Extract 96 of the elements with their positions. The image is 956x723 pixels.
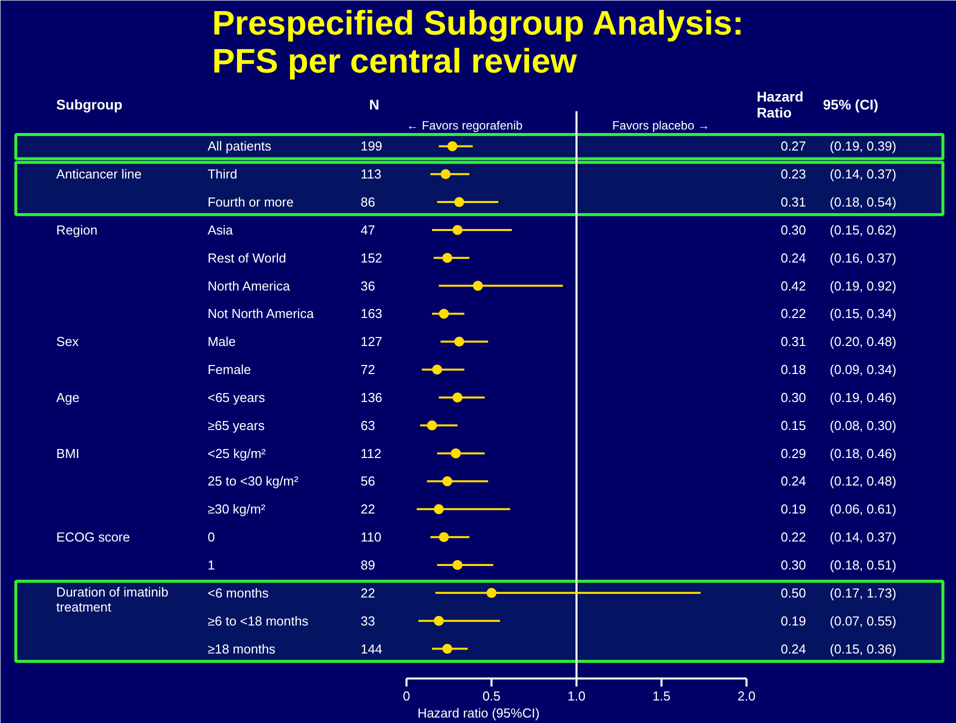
y-tick-label: Not North America bbox=[208, 306, 315, 322]
text: 0.50 bbox=[780, 585, 806, 600]
text: 72 bbox=[360, 362, 376, 378]
y-tick-label: ≥18 months bbox=[208, 641, 276, 656]
text: 113 bbox=[360, 166, 382, 182]
y-tick-label: Asia bbox=[208, 222, 234, 238]
y-tick-label: <25 kg/m² bbox=[208, 446, 266, 461]
text: 110 bbox=[360, 530, 382, 545]
text: 0.27 bbox=[780, 138, 806, 154]
text: 127 bbox=[360, 334, 382, 350]
text: 136 bbox=[360, 390, 382, 405]
text: (0.09, 0.34) bbox=[830, 362, 896, 378]
text: (0.15, 0.34) bbox=[830, 306, 896, 322]
text: Hazard Ratio bbox=[756, 88, 804, 120]
text: 47 bbox=[360, 222, 376, 238]
text: 0.29 bbox=[780, 446, 806, 461]
x-axis-title: Hazard ratio (95%CI) bbox=[417, 706, 540, 720]
text: (0.07, 0.55) bbox=[830, 613, 896, 628]
y-tick-label: <6 months bbox=[208, 585, 270, 600]
text: 0.22 bbox=[780, 530, 806, 545]
text: Subgroup bbox=[56, 96, 122, 112]
text: Age bbox=[56, 390, 80, 405]
y-tick-label: Male bbox=[208, 334, 236, 350]
text: 56 bbox=[360, 474, 376, 489]
x-tick-label: 2.0 bbox=[737, 688, 756, 704]
y-tick-label: 25 to <30 kg/m² bbox=[208, 474, 299, 489]
y-tick-label: Female bbox=[208, 362, 251, 378]
text: 22 bbox=[360, 502, 376, 517]
text: 152 bbox=[360, 250, 382, 266]
text: 163 bbox=[360, 306, 382, 322]
chart-title: Prespecified Subgroup Analysis: PFS per central review bbox=[212, 4, 744, 80]
text: 36 bbox=[360, 278, 376, 294]
x-tick-label: 0.5 bbox=[482, 688, 501, 704]
text: 0.30 bbox=[780, 558, 806, 573]
text: 0.18 bbox=[780, 362, 806, 378]
text: 0.22 bbox=[780, 306, 806, 322]
annotation: ← Favors regorafenib bbox=[406, 118, 523, 133]
y-tick-label: ≥30 kg/m² bbox=[208, 502, 266, 517]
text: 86 bbox=[360, 194, 376, 210]
y-tick-label: Third bbox=[208, 166, 238, 182]
text: (0.15, 0.62) bbox=[830, 222, 896, 238]
text: Sex bbox=[56, 334, 80, 350]
text: (0.14, 0.37) bbox=[830, 530, 896, 545]
text: 33 bbox=[360, 613, 376, 628]
text: 199 bbox=[360, 138, 382, 154]
y-tick-label: North America bbox=[208, 278, 291, 294]
text: 0.31 bbox=[780, 334, 806, 350]
text: 63 bbox=[360, 418, 376, 433]
text: ECOG score bbox=[56, 530, 130, 545]
text: 0.24 bbox=[780, 641, 806, 656]
text: 0.23 bbox=[780, 166, 806, 182]
text: (0.08, 0.30) bbox=[830, 418, 896, 433]
text: (0.14, 0.37) bbox=[830, 166, 896, 182]
text: N bbox=[369, 96, 380, 112]
y-tick-label: Rest of World bbox=[208, 250, 286, 266]
text: 0.15 bbox=[780, 418, 806, 433]
x-tick-label: 1.5 bbox=[652, 688, 671, 704]
text: (0.15, 0.36) bbox=[830, 641, 896, 656]
text: 95% (CI) bbox=[823, 96, 878, 112]
y-tick-label: 0 bbox=[208, 530, 215, 545]
text: (0.19, 0.46) bbox=[830, 390, 896, 405]
y-tick-label: All patients bbox=[208, 138, 272, 154]
text: 0.24 bbox=[780, 250, 806, 266]
text: (0.18, 0.51) bbox=[830, 558, 896, 573]
y-tick-label: ≥6 to <18 months bbox=[208, 613, 309, 628]
text: 0.42 bbox=[780, 278, 806, 294]
text: 0.24 bbox=[780, 474, 806, 489]
text: Duration of imatinib treatment bbox=[56, 584, 168, 615]
text: 0.19 bbox=[780, 613, 806, 628]
text: (0.17, 1.73) bbox=[830, 585, 896, 600]
text: Anticancer line bbox=[56, 166, 142, 182]
y-tick-label: 1 bbox=[208, 558, 215, 573]
text: 0.19 bbox=[780, 502, 806, 517]
y-tick-label: <65 years bbox=[208, 390, 266, 405]
text: 0.30 bbox=[780, 222, 806, 238]
text: 112 bbox=[360, 446, 382, 461]
text: (0.20, 0.48) bbox=[830, 334, 896, 350]
text: (0.16, 0.37) bbox=[830, 250, 896, 266]
text: Region bbox=[56, 222, 98, 238]
y-tick-label: Fourth or more bbox=[208, 194, 294, 210]
text: 89 bbox=[360, 558, 376, 573]
text: (0.12, 0.48) bbox=[830, 474, 896, 489]
y-tick-label: ≥65 years bbox=[208, 418, 266, 433]
x-tick-label: 0 bbox=[402, 688, 410, 704]
text: (0.18, 0.46) bbox=[830, 446, 896, 461]
text: 22 bbox=[360, 585, 376, 600]
text: BMI bbox=[56, 446, 80, 461]
text: (0.18, 0.54) bbox=[830, 194, 896, 210]
annotation: Favors placebo → bbox=[612, 118, 710, 133]
text: 144 bbox=[360, 641, 382, 656]
text: 0.31 bbox=[780, 194, 806, 210]
text: 0.30 bbox=[780, 390, 806, 405]
text: (0.19, 0.39) bbox=[830, 138, 896, 154]
x-tick-label: 1.0 bbox=[567, 688, 586, 704]
text: (0.19, 0.92) bbox=[830, 278, 896, 294]
text: (0.06, 0.61) bbox=[830, 502, 896, 517]
